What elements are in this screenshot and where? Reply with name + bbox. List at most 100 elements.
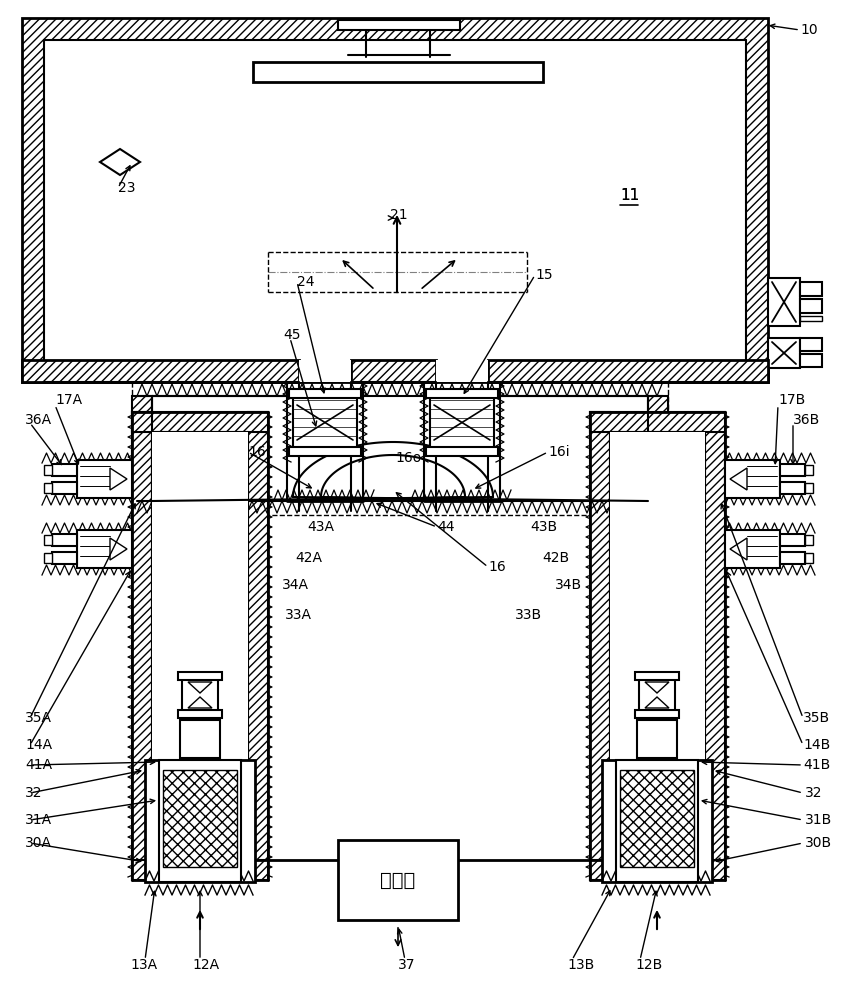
Bar bbox=[590, 860, 724, 880]
Bar bbox=[132, 860, 268, 880]
Text: 41A: 41A bbox=[25, 758, 52, 772]
Text: 34B: 34B bbox=[555, 578, 581, 592]
Bar bbox=[178, 710, 222, 718]
Text: 33B: 33B bbox=[515, 608, 542, 622]
Bar bbox=[799, 282, 821, 296]
Bar bbox=[44, 553, 52, 563]
Bar bbox=[44, 483, 52, 493]
Bar bbox=[152, 432, 248, 860]
Bar bbox=[253, 62, 543, 82]
Bar bbox=[804, 553, 812, 563]
Bar bbox=[799, 299, 821, 313]
Text: 36B: 36B bbox=[792, 413, 820, 427]
Text: 16o: 16o bbox=[394, 451, 421, 465]
Bar bbox=[77, 460, 132, 498]
Bar bbox=[767, 278, 799, 326]
Bar bbox=[804, 483, 812, 493]
Text: 17B: 17B bbox=[777, 393, 804, 407]
Bar bbox=[804, 465, 812, 475]
Bar bbox=[22, 360, 299, 382]
Bar bbox=[648, 396, 667, 501]
Bar bbox=[767, 338, 799, 368]
Bar bbox=[799, 338, 821, 351]
Text: 16: 16 bbox=[487, 560, 505, 574]
Bar bbox=[799, 316, 821, 321]
Bar bbox=[590, 412, 724, 432]
Text: 31B: 31B bbox=[804, 813, 832, 827]
Bar bbox=[435, 360, 487, 382]
Bar bbox=[425, 389, 498, 398]
Polygon shape bbox=[729, 468, 746, 490]
Bar bbox=[132, 396, 152, 501]
Bar bbox=[337, 20, 459, 30]
Polygon shape bbox=[110, 468, 127, 490]
Text: 10: 10 bbox=[799, 23, 817, 37]
Text: 31A: 31A bbox=[25, 813, 52, 827]
Text: 32: 32 bbox=[804, 786, 821, 800]
Bar bbox=[425, 447, 498, 456]
Bar bbox=[779, 482, 804, 494]
Bar bbox=[22, 18, 767, 382]
Text: 真空泵: 真空泵 bbox=[380, 870, 415, 890]
Text: 11: 11 bbox=[619, 188, 638, 202]
Text: 33A: 33A bbox=[285, 608, 312, 622]
Bar bbox=[248, 412, 268, 880]
Bar bbox=[634, 710, 678, 718]
Polygon shape bbox=[110, 538, 127, 560]
Bar bbox=[634, 672, 678, 680]
Text: 12A: 12A bbox=[192, 958, 219, 972]
Bar bbox=[602, 760, 711, 882]
Bar bbox=[724, 530, 779, 568]
Bar bbox=[779, 534, 804, 546]
Text: 17A: 17A bbox=[55, 393, 82, 407]
Bar bbox=[724, 460, 779, 498]
Text: 43B: 43B bbox=[529, 520, 556, 534]
Bar bbox=[44, 465, 52, 475]
Text: 23: 23 bbox=[118, 181, 135, 195]
Text: 14A: 14A bbox=[25, 738, 52, 752]
Bar bbox=[615, 760, 697, 882]
Bar bbox=[638, 678, 674, 712]
Polygon shape bbox=[100, 149, 140, 175]
Text: 37: 37 bbox=[398, 958, 415, 972]
Polygon shape bbox=[187, 697, 212, 708]
Text: 13B: 13B bbox=[567, 958, 594, 972]
Text: 35B: 35B bbox=[802, 711, 829, 725]
Bar bbox=[636, 720, 676, 758]
Text: 16i: 16i bbox=[547, 445, 569, 459]
Bar bbox=[704, 412, 724, 880]
Text: 45: 45 bbox=[283, 328, 300, 342]
Bar bbox=[77, 530, 132, 568]
Text: 42A: 42A bbox=[295, 551, 321, 565]
Polygon shape bbox=[729, 538, 746, 560]
Bar bbox=[779, 464, 804, 476]
Text: 35A: 35A bbox=[25, 711, 52, 725]
Bar bbox=[429, 395, 493, 450]
Text: 30B: 30B bbox=[804, 836, 832, 850]
Text: 14B: 14B bbox=[802, 738, 829, 752]
Text: 43A: 43A bbox=[307, 520, 334, 534]
Text: 21: 21 bbox=[389, 208, 407, 222]
Text: 24: 24 bbox=[296, 275, 314, 289]
Bar bbox=[590, 412, 609, 880]
Bar bbox=[44, 535, 52, 545]
Text: 44: 44 bbox=[436, 520, 454, 534]
Text: 12B: 12B bbox=[634, 958, 661, 972]
Polygon shape bbox=[644, 682, 668, 693]
Bar bbox=[145, 760, 255, 882]
Bar bbox=[609, 432, 704, 860]
Bar bbox=[132, 412, 268, 432]
Polygon shape bbox=[644, 697, 668, 708]
Bar bbox=[52, 482, 77, 494]
Bar bbox=[181, 678, 218, 712]
Bar bbox=[289, 389, 360, 398]
Bar bbox=[350, 360, 435, 382]
Bar bbox=[44, 40, 745, 382]
Text: 36A: 36A bbox=[25, 413, 52, 427]
Bar bbox=[799, 354, 821, 367]
Text: 15: 15 bbox=[534, 268, 552, 282]
Text: 30A: 30A bbox=[25, 836, 52, 850]
Bar bbox=[180, 720, 220, 758]
Bar bbox=[619, 770, 694, 867]
Text: 32: 32 bbox=[25, 786, 43, 800]
